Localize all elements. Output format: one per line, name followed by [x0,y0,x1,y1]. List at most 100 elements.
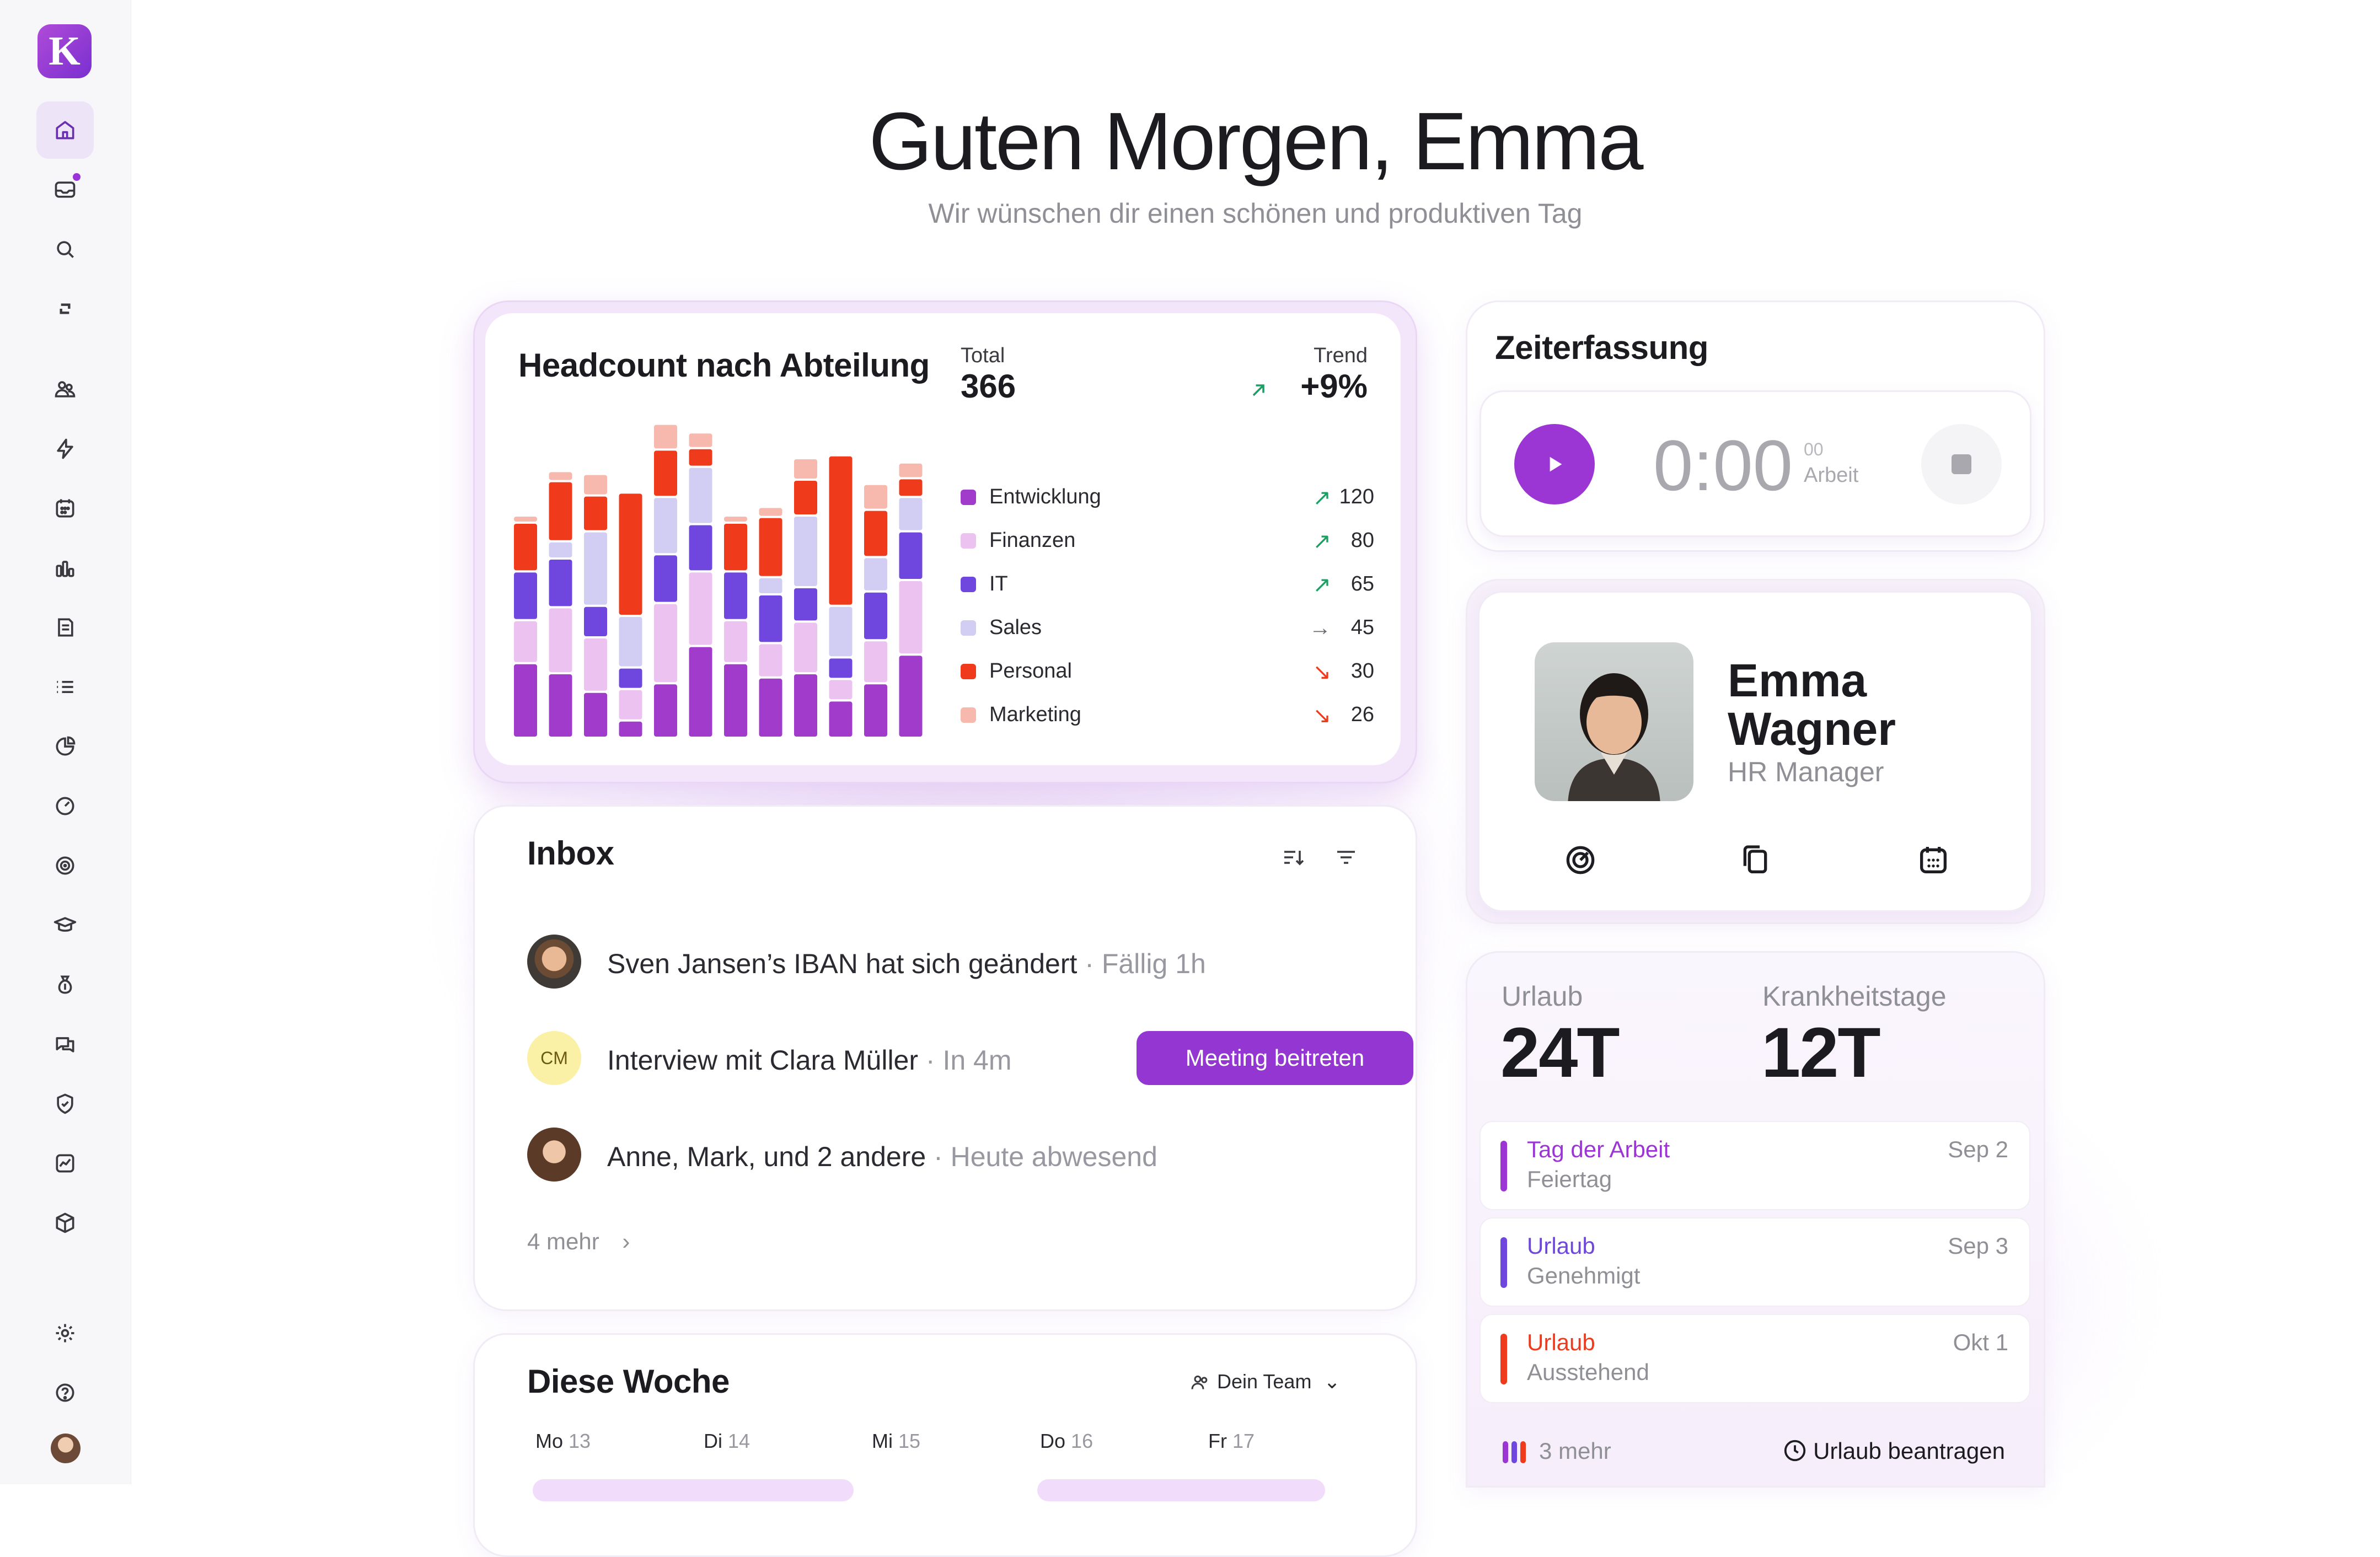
nav-help[interactable] [36,1364,94,1421]
bar-segment-marketing [759,508,782,516]
nav-settings[interactable] [36,1304,94,1362]
day-label: Di 14 [704,1430,751,1452]
bar-segment-marketing [689,433,712,447]
leave-event[interactable]: Tag der Arbeit Feiertag Sep 2 [1480,1121,2030,1210]
bar-segment-marketing [794,459,817,479]
bar-segment-it [899,532,923,579]
calendar-icon [56,499,74,518]
nav-inbox[interactable] [36,161,94,218]
play-icon [1550,457,1562,472]
bar-segment-it [654,555,677,602]
play-button[interactable] [1514,424,1595,504]
nav-loop[interactable] [36,280,94,337]
bar-segment-entwicklung [759,678,782,737]
nav-calendar[interactable] [36,480,94,537]
bar-segment-personal [829,456,853,605]
nav-bolt[interactable] [36,420,94,477]
nav-home[interactable] [36,101,94,159]
legend-item: IT ↗ 65 [961,569,1374,602]
team-filter-dropdown[interactable]: Dein Team ⌄ [1189,1370,1341,1394]
bar-segment-entwicklung [549,674,572,737]
bar-segment-entwicklung [829,701,853,737]
bar-segment-sales [654,498,677,554]
sidebar: K [0,0,131,1484]
leave-more-link[interactable]: 3 mehr [1539,1438,1611,1464]
inbox-item[interactable]: Sven Jansen’s IBAN hat sich geändert · F… [527,935,1354,990]
nav-payroll[interactable] [36,956,94,1013]
leave-event[interactable]: Urlaub Ausstehend Okt 1 [1480,1314,2030,1403]
nav-documents[interactable] [36,599,94,656]
nav-goals[interactable] [36,837,94,894]
profile-action-documents[interactable] [1736,841,1775,879]
bar-segment-entwicklung [654,684,677,737]
inbox-icon [55,181,76,198]
nav-reports[interactable] [36,539,94,597]
avatar: CM [527,1031,581,1085]
trend-up-icon [1252,384,1264,396]
loop-icon [60,303,71,314]
bar-segment-marketing [514,517,537,522]
time-tracking-card: Zeiterfassung 0:00 00 Arbeit [1466,300,2045,552]
join-meeting-button[interactable]: Meeting beitreten [1137,1031,1413,1085]
bar-segment-entwicklung [899,656,923,737]
nav-analytics[interactable] [36,718,94,775]
event-subtitle: Feiertag [1527,1166,1612,1192]
profile-action-calendar[interactable] [1914,841,1953,879]
inbox-more-link[interactable]: 4 mehr › [527,1228,630,1254]
trend-up-icon: ↗ [1312,529,1331,554]
activity-chart-icon [56,1154,74,1173]
bar-segment-marketing [654,425,677,449]
bolt-icon [57,438,73,459]
legend-item: Finanzen ↗ 80 [961,525,1374,559]
timer-panel: 0:00 00 Arbeit [1480,390,2031,537]
legend-swatch [961,664,976,679]
total-value: 366 [961,368,1016,405]
legend-value: 45 [1350,616,1374,639]
legend-label: Personal [989,659,1072,683]
day-label: Fr 17 [1208,1430,1255,1452]
leave-event[interactable]: Urlaub Genehmigt Sep 3 [1480,1217,2030,1307]
graduation-cap-icon [53,917,77,932]
sort-icon[interactable] [1280,844,1306,871]
legend-value: 65 [1350,572,1374,595]
inbox-item-text: Interview mit Clara Müller · In 4m [607,1045,1012,1076]
bar-segment-sales [759,578,782,593]
time-title: Zeiterfassung [1495,329,1708,366]
bar-segment-personal [514,524,537,571]
week-event-bar[interactable] [533,1479,854,1501]
nav-learning[interactable] [36,896,94,954]
stop-button[interactable] [1921,424,2002,504]
greeting-title: Guten Morgen, Emma [869,96,1644,187]
day-label: Do 16 [1040,1430,1093,1452]
settings-icon [56,1324,74,1343]
bar-segment-entwicklung [864,684,887,737]
nav-tasks[interactable] [36,658,94,716]
nav-compliance[interactable] [36,1075,94,1132]
bar-segment-finanzen [899,581,923,654]
profile-photo [1535,642,1693,801]
user-avatar[interactable] [51,1433,81,1463]
request-leave-button[interactable]: Urlaub beantragen [1782,1438,2005,1464]
inbox-item[interactable]: CM Interview mit Clara Müller · In 4m Me… [527,1031,1413,1086]
bar-segment-it [794,588,817,621]
nav-chat[interactable] [36,1016,94,1073]
legend-label: IT [989,572,1008,595]
people-icon [1191,1376,1208,1390]
bar-segment-finanzen [794,622,817,672]
nav-apps[interactable] [36,1194,94,1252]
week-event-bar[interactable] [1037,1479,1325,1501]
headcount-card[interactable]: Headcount nach Abteilung Total 366 Trend… [485,313,1401,765]
bar-segment-personal [549,482,572,540]
profile-card[interactable]: Emma Wagner HR Manager [1478,591,2033,912]
nav-people[interactable] [36,361,94,418]
nav-performance[interactable] [36,777,94,835]
nav-search[interactable] [36,221,94,278]
sick-days-value: 12T [1761,1013,1881,1092]
app-logo[interactable]: K [37,24,92,78]
list-icon [57,681,73,693]
profile-action-goals[interactable] [1561,841,1600,879]
inbox-item[interactable]: Anne, Mark, und 2 andere · Heute abwesen… [527,1128,1354,1183]
filter-icon[interactable] [1333,844,1359,871]
avatar [527,1128,581,1182]
nav-insights[interactable] [36,1135,94,1192]
